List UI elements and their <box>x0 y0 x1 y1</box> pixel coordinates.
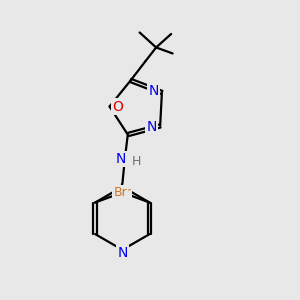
Text: N: N <box>148 84 159 98</box>
Text: Br: Br <box>113 187 127 200</box>
Text: H: H <box>132 155 142 168</box>
Text: N: N <box>147 120 157 134</box>
Text: N: N <box>116 152 126 166</box>
Text: Br: Br <box>118 187 131 200</box>
Text: O: O <box>112 100 123 113</box>
Text: N: N <box>117 246 128 260</box>
